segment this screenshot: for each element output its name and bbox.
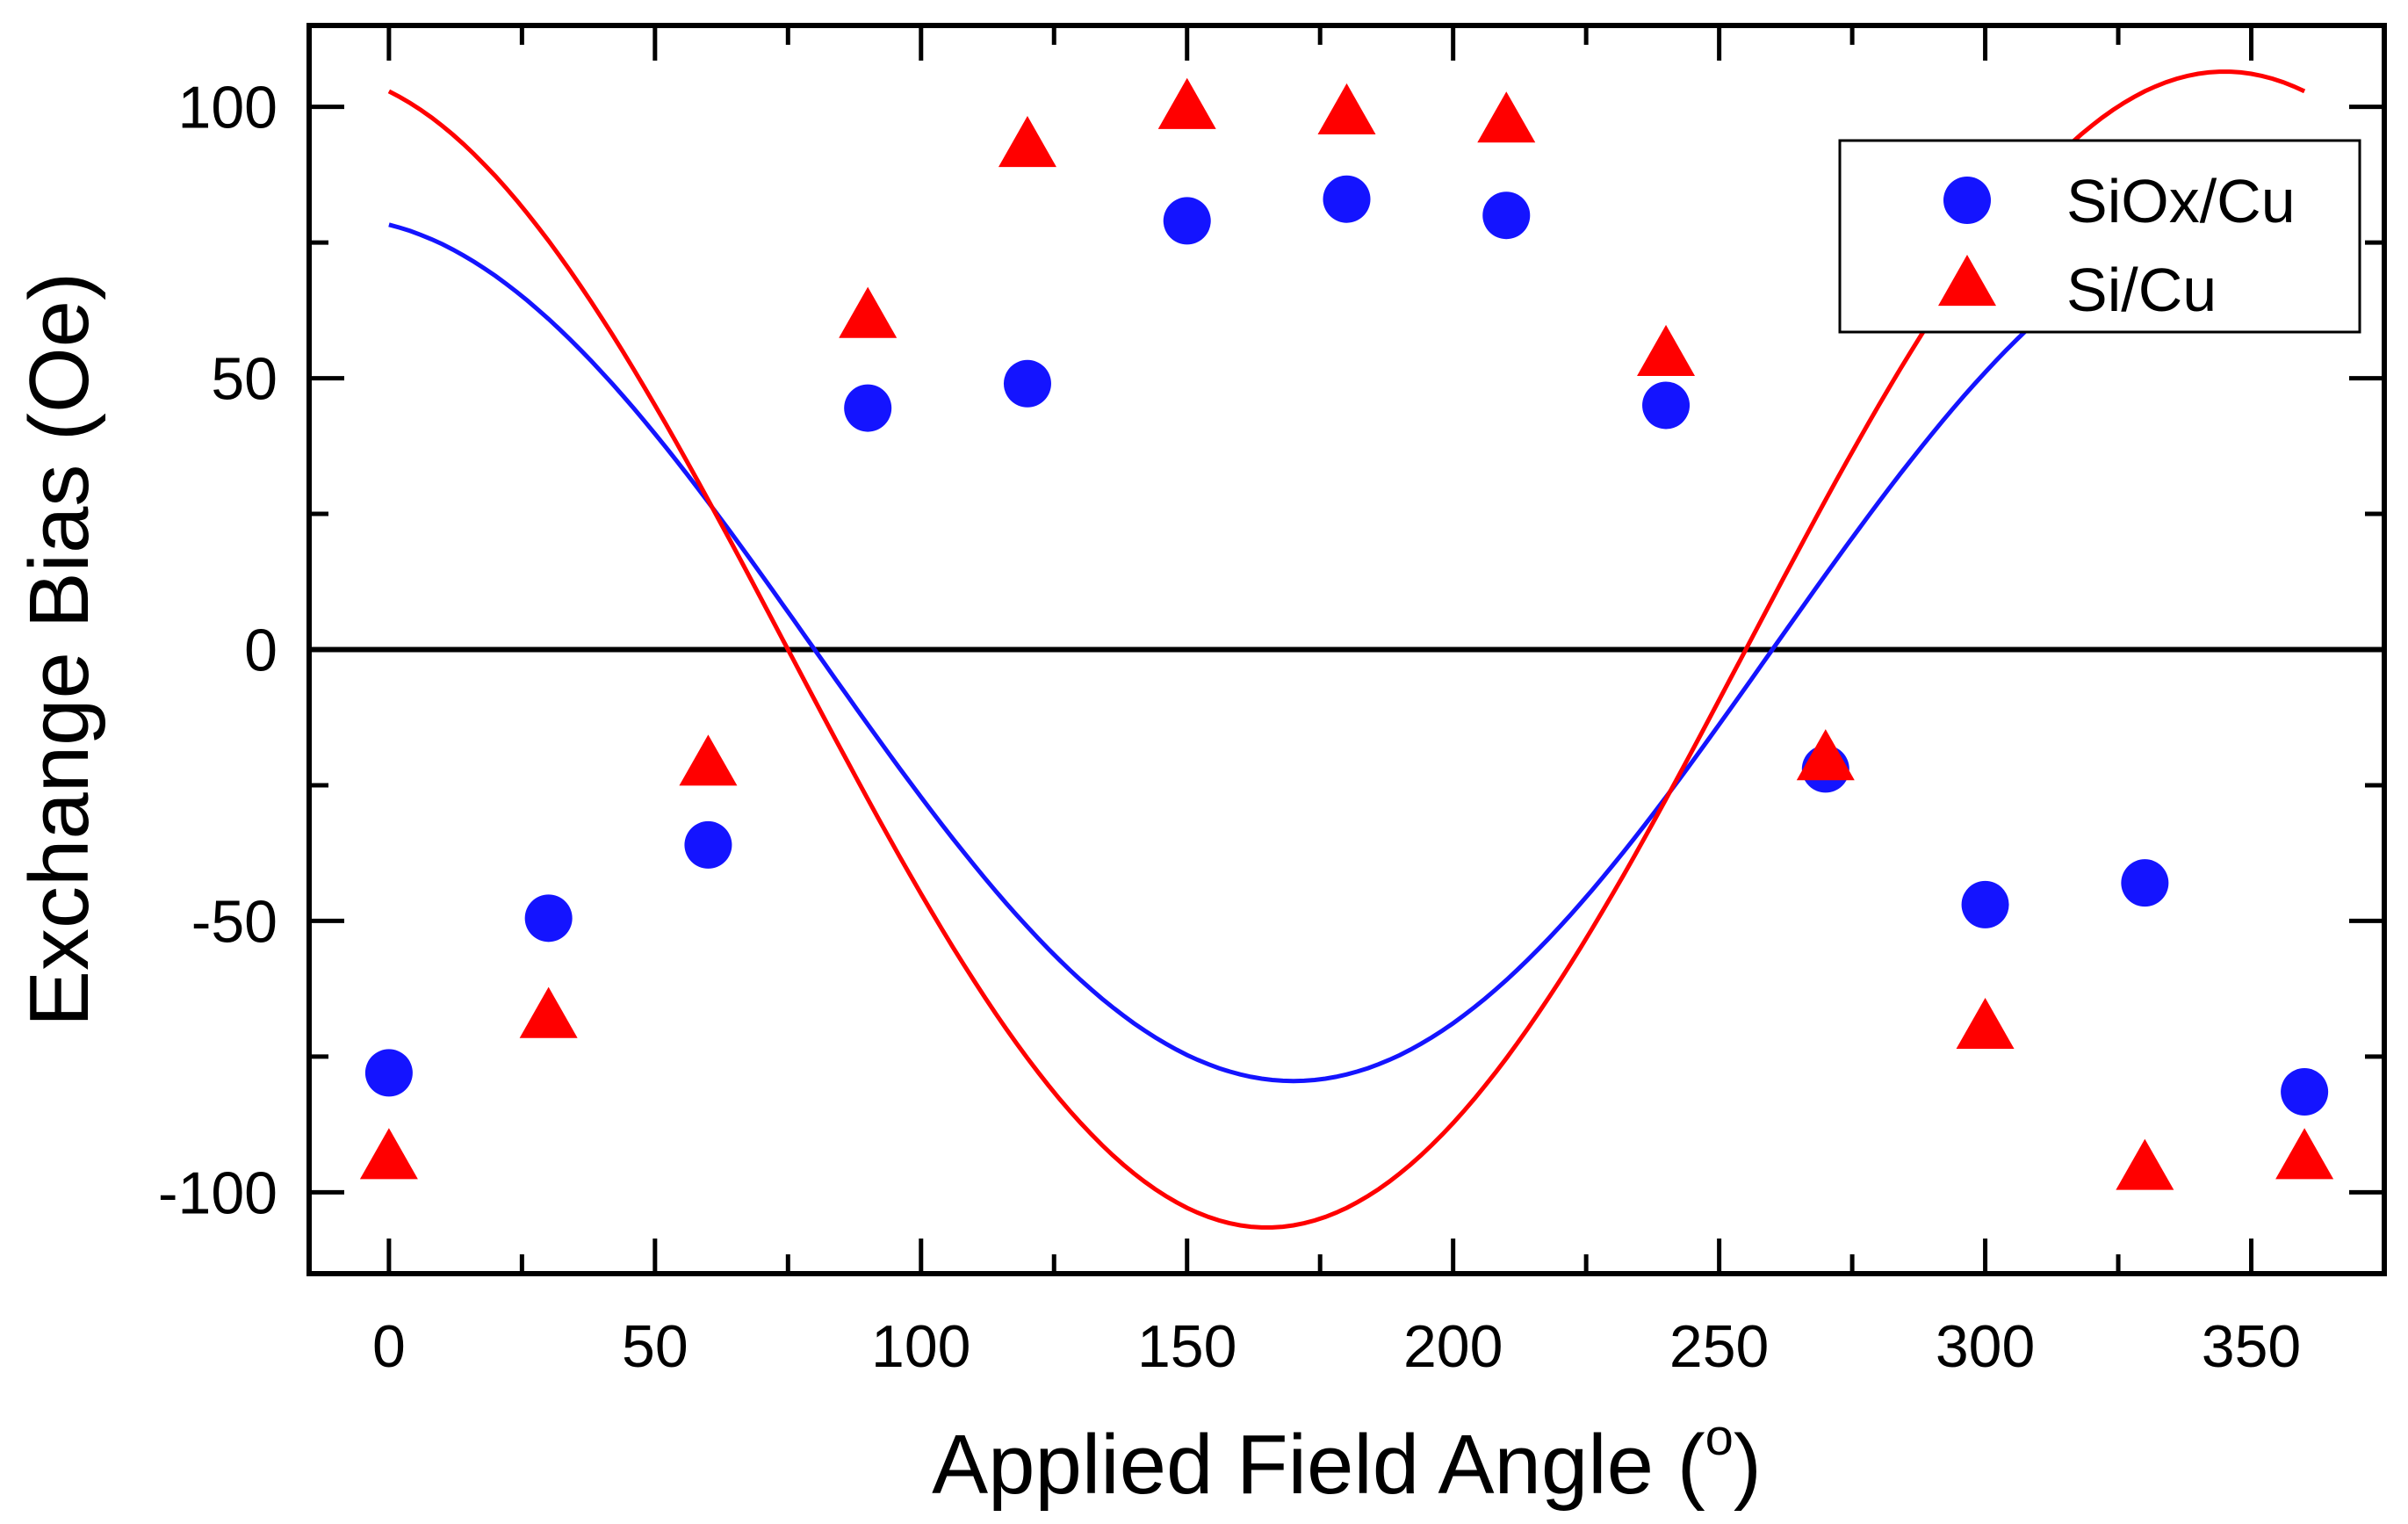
point-si-cu [1956,997,2015,1050]
plot-area [309,69,2384,1230]
point-siox-cu [1163,197,1211,245]
point-si-cu [679,734,738,786]
legend-label-si-cu: Si/Cu [2066,256,2217,324]
x-tick-label: 300 [1936,1313,2035,1380]
point-siox-cu [1003,359,1051,408]
point-siox-cu [844,384,892,432]
point-siox-cu [364,1049,413,1097]
point-siox-cu [1961,880,2009,928]
y-tick-label: -50 [191,888,278,955]
y-tick-label: 0 [244,618,278,684]
point-si-cu [839,286,898,338]
y-tick-label: -100 [158,1159,278,1226]
series-siox-cu-points [364,175,2329,1116]
point-si-cu [1477,91,1536,143]
point-siox-cu [2281,1068,2329,1116]
x-axis-ticks: 0 50 100 150 200 250 300 350 [372,25,2301,1380]
x-axis-title-close: ) [1734,1418,1762,1512]
point-siox-cu [524,894,573,943]
point-si-cu [2275,1128,2334,1180]
x-tick-label: 250 [1669,1313,1769,1380]
point-siox-cu [1482,191,1531,240]
x-tick-label: 0 [372,1313,406,1380]
point-si-cu [2116,1138,2174,1190]
x-tick-label: 200 [1403,1313,1503,1380]
point-si-cu [1796,729,1855,781]
point-si-cu [1637,324,1696,376]
legend-marker-siox-cu [1943,177,1991,224]
point-si-cu [519,986,578,1038]
series-si-cu-points [359,77,2334,1190]
point-siox-cu [1642,381,1691,430]
x-axis-title-main: Applied Field Angle ( [932,1418,1705,1512]
x-tick-label: 150 [1137,1313,1236,1380]
y-tick-label: 100 [178,75,278,141]
legend-label-siox-cu: SiOx/Cu [2066,167,2296,235]
point-siox-cu [1323,175,1371,223]
y-axis-title: Exchange Bias (Oe) [12,272,106,1027]
point-si-cu [998,116,1056,168]
x-axis-title-superscript: o [1705,1409,1734,1466]
point-siox-cu [684,820,732,869]
point-si-cu [1317,83,1376,135]
y-tick-label: 50 [211,346,278,413]
point-si-cu [1157,77,1216,129]
x-tick-label: 350 [2202,1313,2301,1380]
x-axis-title: Applied Field Angle (o) [932,1409,1762,1512]
x-tick-label: 100 [871,1313,970,1380]
x-tick-label: 50 [622,1313,689,1380]
point-siox-cu [2121,859,2169,907]
legend-box [1838,139,2361,334]
point-si-cu [359,1128,418,1180]
legend-marker-si-cu [1938,254,1996,307]
y-axis-ticks: -100 -50 0 50 100 [158,75,2384,1226]
legend: SiOx/Cu Si/Cu [1838,139,2361,334]
